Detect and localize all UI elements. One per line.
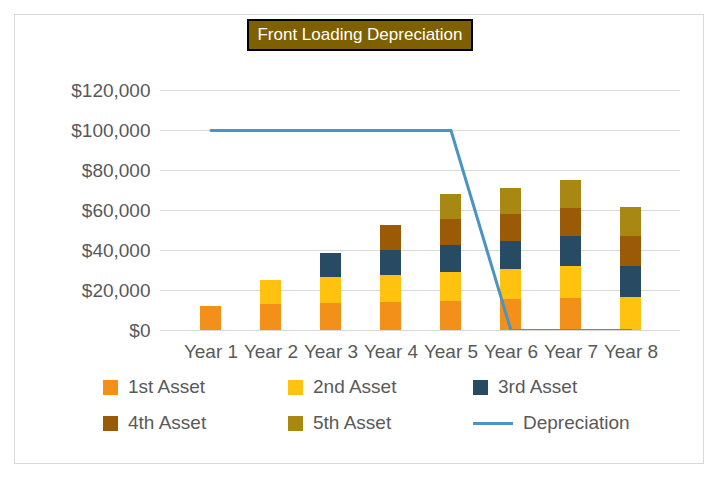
html-text:Front Loading Depreciation: Front Loading Depreciation (257, 25, 463, 44)
html-text:3rd Asset: 3rd Asset (498, 376, 578, 397)
svg-text:Year 1: Year 1 (184, 341, 238, 362)
svg-text:$0: $0 (129, 320, 150, 341)
svg-text:$120,000: $120,000 (71, 80, 150, 101)
svg-text:Year 5: Year 5 (424, 341, 478, 362)
svg-text:Year 6: Year 6 (484, 341, 538, 362)
svg-text:Year 8: Year 8 (604, 341, 658, 362)
svg-text:$100,000: $100,000 (71, 120, 150, 141)
svg-text:$40,000: $40,000 (82, 240, 151, 261)
svg-text:$20,000: $20,000 (82, 280, 151, 301)
svg-text:$60,000: $60,000 (82, 200, 151, 221)
html-text:Depreciation: Depreciation (523, 412, 630, 433)
svg-text:Year 7: Year 7 (544, 341, 598, 362)
svg-text:Year 2: Year 2 (244, 341, 298, 362)
html-text:2nd Asset: 2nd Asset (313, 376, 397, 397)
html-text:4th Asset: 4th Asset (128, 412, 207, 433)
svg-text:Year 4: Year 4 (364, 341, 419, 362)
html-text:1st Asset: 1st Asset (128, 376, 206, 397)
svg-text:Year 3: Year 3 (304, 341, 358, 362)
svg-text:$80,000: $80,000 (82, 160, 151, 181)
html-text:5th Asset: 5th Asset (313, 412, 392, 433)
